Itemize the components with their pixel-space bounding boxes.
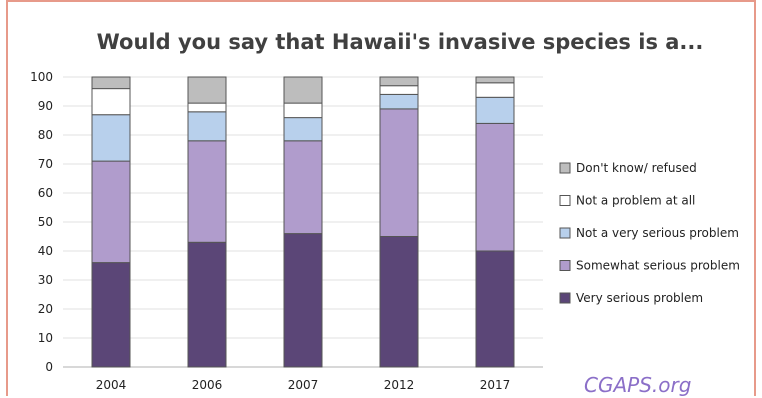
bar-segment [283, 140, 323, 235]
bar-segment [91, 88, 131, 116]
x-tick-label: 2012 [384, 378, 415, 392]
bar-segment [91, 114, 131, 162]
bar-segment [475, 76, 515, 84]
legend-label: Not a problem at all [576, 194, 695, 208]
bar-segment [379, 85, 419, 95]
bar-segment [475, 122, 515, 252]
bar-segment [187, 76, 227, 104]
bar-segment [379, 76, 419, 87]
bar-segment [283, 102, 323, 119]
x-tick-label: 2017 [480, 378, 511, 392]
legend: Don't know/ refused Not a problem at all N… [559, 161, 740, 305]
y-tick-label: 10 [38, 331, 53, 345]
bar-segment [379, 108, 419, 237]
y-tick-label: 60 [38, 186, 53, 200]
watermark: CGAPS.org [584, 373, 691, 397]
y-tick-label: 70 [38, 157, 53, 171]
legend-label: Very serious problem [576, 291, 703, 305]
x-axis: 2004 2006 2007 2012 2017 [96, 378, 511, 392]
bar-segment [187, 241, 227, 368]
legend-swatch [559, 292, 571, 304]
bar-segment [91, 262, 131, 368]
bar-segment [283, 76, 323, 104]
legend-swatch [559, 260, 571, 271]
y-tick-label: 20 [38, 302, 53, 316]
y-tick-label: 90 [38, 99, 53, 113]
bar-segment [187, 102, 227, 113]
chart-title: Would you say that Hawaii's invasive spe… [97, 30, 704, 54]
bar-segment [379, 236, 419, 368]
bar-segment [283, 233, 323, 368]
y-tick-label: 80 [38, 128, 53, 142]
x-tick-label: 2006 [192, 378, 223, 392]
chart-frame: Would you say that Hawaii's invasive spe… [6, 0, 756, 397]
x-tick-label: 2007 [288, 378, 319, 392]
legend-swatch [559, 195, 571, 206]
bar-segment [187, 111, 227, 142]
legend-label: Don't know/ refused [576, 161, 697, 175]
bar-segment [475, 96, 515, 124]
y-tick-label: 40 [38, 244, 53, 258]
legend-swatch [559, 227, 571, 239]
y-tick-label: 50 [38, 215, 53, 229]
legend-swatch [559, 162, 571, 174]
y-tick-label: 30 [38, 273, 53, 287]
legend-label: Somewhat serious problem [576, 259, 740, 273]
chart: Would you say that Hawaii's invasive spe… [30, 30, 740, 397]
bars [91, 76, 515, 368]
bar-segment [475, 250, 515, 368]
bar-segment [475, 82, 515, 98]
x-tick-label: 2004 [96, 378, 127, 392]
bar-segment [91, 76, 131, 90]
y-tick-label: 0 [45, 360, 53, 374]
legend-label: Not a very serious problem [576, 226, 739, 240]
bar-segment [283, 117, 323, 142]
y-tick-label: 100 [30, 70, 53, 84]
y-axis: 0 10 20 30 40 50 60 70 80 90 100 [30, 70, 53, 374]
bar-segment [379, 93, 419, 110]
bar-segment [91, 160, 131, 264]
bar-segment [187, 140, 227, 243]
